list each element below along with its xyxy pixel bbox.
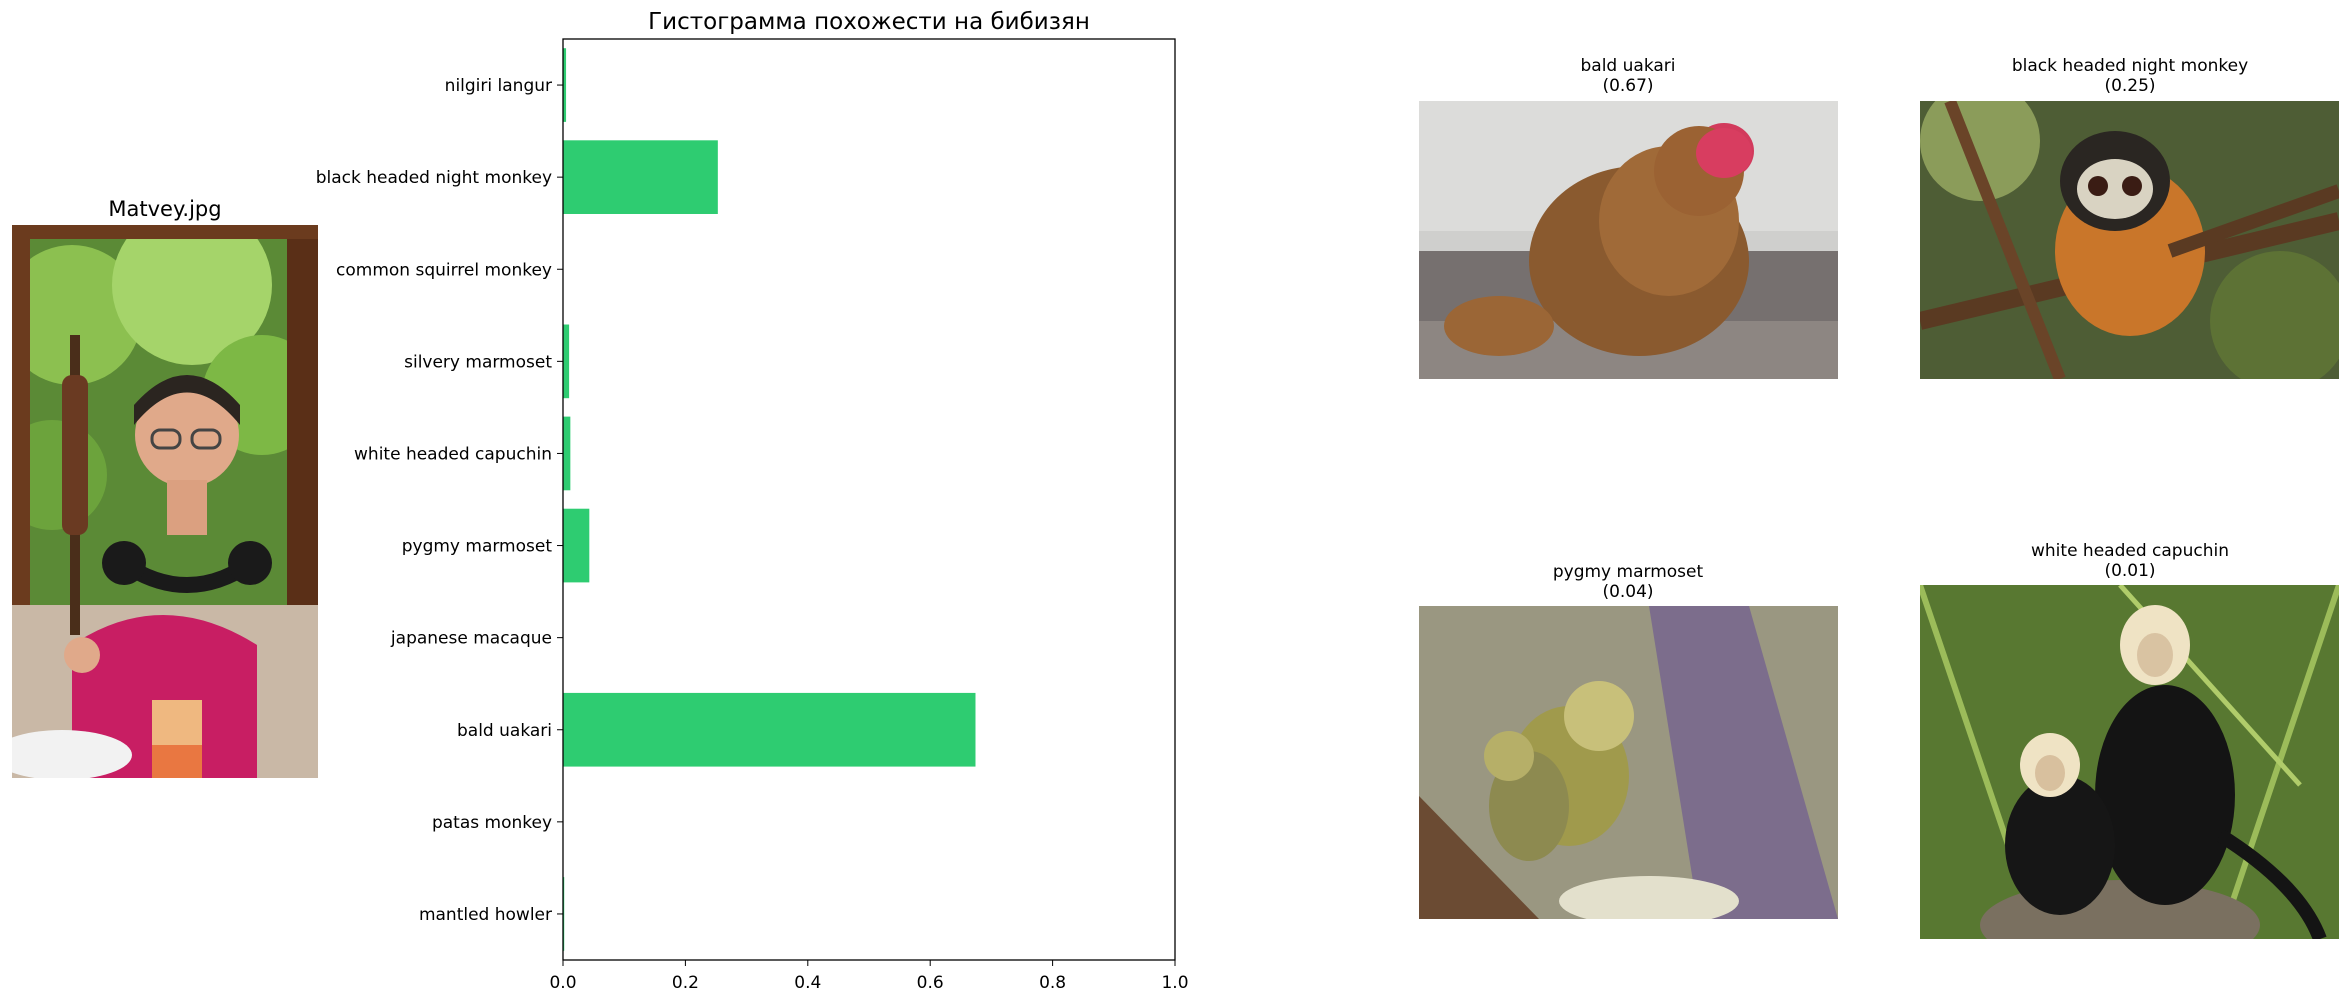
thumb-title-white-headed-capuchin: white headed capuchin (0.01) [1920, 541, 2340, 581]
y-tick-label: white headed capuchin [354, 444, 552, 464]
bar-bald-uakari [563, 692, 976, 767]
thumb-name: pygmy marmoset [1552, 562, 1704, 582]
white-headed-capuchin-photo [1920, 585, 2339, 939]
bar-white-headed-capuchin [563, 416, 571, 491]
thumb-score: (0.01) [2104, 561, 2156, 581]
x-tick-label: 0.0 [549, 973, 576, 993]
thumb-title-bald-uakari: bald uakari (0.67) [1418, 56, 1838, 96]
plot-frame [562, 38, 1176, 961]
thumb-title-pygmy-marmoset: pygmy marmoset (0.04) [1418, 562, 1838, 602]
y-tick-label: nilgiri langur [445, 76, 552, 96]
black-headed-night-monkey-photo [1920, 101, 2339, 379]
x-tick-label: 0.8 [1039, 973, 1066, 993]
person-photo [12, 225, 318, 778]
bar-silvery-marmoset [563, 324, 570, 399]
bar-pygmy-marmoset [563, 508, 590, 583]
thumb-score: (0.04) [1602, 582, 1654, 602]
thumb-title-black-headed-night-monkey: black headed night monkey (0.25) [1920, 56, 2340, 96]
bar-nilgiri-langur [563, 48, 567, 122]
y-tick-label: black headed night monkey [316, 168, 552, 188]
y-tick-label: patas monkey [432, 813, 552, 833]
x-tick-label: 0.6 [917, 973, 944, 993]
pygmy-marmoset-photo [1419, 606, 1838, 919]
bald-uakari-photo [1419, 101, 1838, 379]
photo-title: Matvey.jpg [108, 197, 222, 221]
chart-title: Гистограмма похожести на бибизян [648, 9, 1090, 35]
thumb-score: (0.67) [1602, 76, 1654, 96]
y-tick-label: common squirrel monkey [336, 260, 552, 280]
x-tick-label: 0.2 [672, 973, 699, 993]
thumb-name: black headed night monkey [2011, 56, 2249, 76]
y-tick-label: silvery marmoset [404, 352, 552, 372]
thumb-name: bald uakari [1580, 56, 1676, 76]
y-tick-label: bald uakari [457, 721, 552, 741]
thumb-score: (0.25) [2104, 76, 2156, 96]
x-tick-label: 1.0 [1161, 973, 1188, 993]
x-tick-label: 0.4 [794, 973, 821, 993]
y-tick-label: japanese macaque [390, 629, 552, 649]
y-tick-label: mantled howler [419, 905, 552, 925]
bar-black-headed-night-monkey [563, 140, 718, 214]
y-tick-label: pygmy marmoset [402, 537, 553, 557]
thumb-name: white headed capuchin [2031, 541, 2229, 561]
